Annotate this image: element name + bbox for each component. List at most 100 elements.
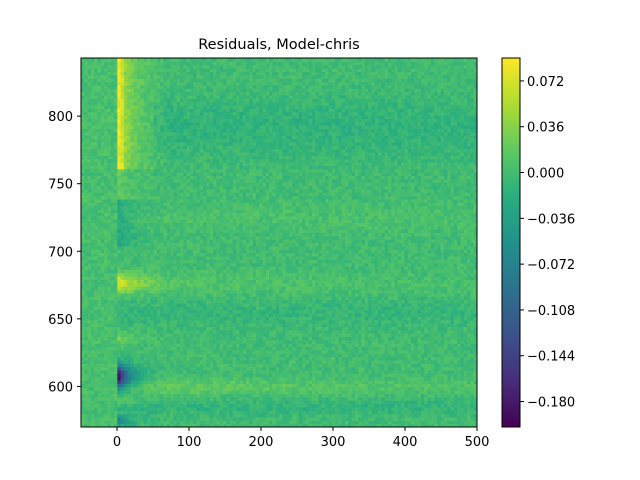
heatmap-cell [123,323,128,327]
heatmap-cell [354,373,359,378]
heatmap-cell [117,312,122,317]
heatmap-cell [401,386,405,391]
heatmap-cell [193,306,198,311]
heatmap-cell [450,353,455,358]
heatmap-cell [107,393,112,398]
heatmap-cell [153,289,158,294]
heatmap-cell [107,410,112,415]
heatmap-cell [232,319,237,324]
heatmap-cell [140,383,145,388]
heatmap-cell [305,302,310,307]
heatmap-cell [387,316,392,321]
heatmap-cell [180,329,184,334]
heatmap-cell [414,312,419,317]
heatmap-cell [216,406,221,411]
heatmap-cell [232,323,237,327]
heatmap-cell [378,406,382,411]
heatmap-cell [259,312,264,317]
heatmap-cell [345,316,349,321]
heatmap-cell [295,413,300,418]
heatmap-cell [147,349,151,354]
heatmap-cell [338,299,343,304]
heatmap-cell [226,380,231,384]
heatmap-cell [84,406,89,411]
heatmap-cell [434,390,438,395]
heatmap-cell [114,329,118,334]
heatmap-cell [206,292,211,297]
heatmap-cell [203,289,207,294]
heatmap-cell [414,376,419,381]
heatmap-cell [470,353,475,358]
heatmap-cell [255,376,260,381]
heatmap-cell [166,420,171,425]
heatmap-cell [420,396,425,401]
heatmap-cell [285,336,290,341]
heatmap-cell [437,292,442,297]
heatmap-cell [364,289,369,294]
heatmap-cell [321,410,326,415]
heatmap-cell [229,390,234,395]
heatmap-cell [288,306,293,311]
heatmap-cell [199,316,204,321]
heatmap-cell [104,359,108,364]
heatmap-cell [341,413,346,418]
heatmap-cell [467,366,471,371]
heatmap-cell [275,316,280,321]
heatmap-cell [173,359,178,364]
heatmap-cell [232,396,237,401]
heatmap-cell [348,390,353,395]
heatmap-cell [414,393,419,398]
heatmap-cell [318,333,323,338]
heatmap-cell [397,356,402,361]
heatmap-cell [457,400,462,405]
heatmap-cell [252,410,257,415]
heatmap-cell [222,383,227,388]
heatmap-cell [292,336,297,341]
heatmap-cell [378,416,382,421]
heatmap-cell [361,416,366,421]
heatmap-cell [143,373,148,378]
heatmap-cell [341,316,346,321]
heatmap-cell [114,416,118,421]
heatmap-cell [156,346,161,351]
heatmap-cell [417,366,422,371]
heatmap-cell [87,363,92,368]
heatmap-cell [166,343,171,348]
heatmap-cell [107,396,112,401]
heatmap-cell [345,373,349,378]
heatmap-cell [150,339,155,344]
heatmap-cell [437,410,442,415]
heatmap-cell [470,289,475,294]
heatmap-cell [417,292,422,297]
heatmap-cell [262,326,267,331]
heatmap-cell [100,416,105,421]
heatmap-cell [407,349,412,354]
heatmap-cell [114,363,118,368]
heatmap-cell [213,356,217,361]
heatmap-cell [94,333,99,338]
heatmap-cell [470,363,475,368]
heatmap-cell [453,390,458,395]
heatmap-cell [153,292,158,297]
heatmap-cell [457,423,462,427]
heatmap-cell [137,396,141,401]
heatmap-cell [279,390,283,395]
heatmap-cell [180,309,184,314]
heatmap-cell [107,306,112,311]
heatmap-cell [328,363,333,368]
heatmap-cell [213,316,217,321]
heatmap-cell [318,286,323,291]
heatmap-cell [302,420,306,425]
heatmap-cell [199,369,204,374]
heatmap-cell [183,356,188,361]
heatmap-cell [183,400,188,405]
heatmap-cell [226,302,231,307]
heatmap-cell [117,393,122,398]
heatmap-cell [246,309,250,314]
heatmap-cell [107,299,112,304]
heatmap-cell [236,299,240,304]
heatmap-cell [473,376,477,381]
heatmap-cell [321,376,326,381]
heatmap-cell [378,369,382,374]
heatmap-cell [345,413,349,418]
